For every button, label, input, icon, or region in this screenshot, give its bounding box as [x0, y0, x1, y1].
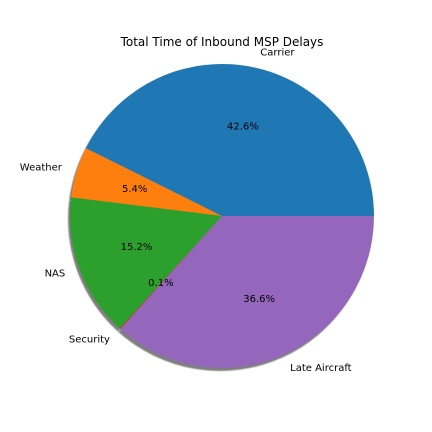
slice-label-security: Security — [69, 335, 110, 346]
pie-slices — [70, 64, 374, 368]
slice-label-late-aircraft: Late Aircraft — [290, 363, 352, 374]
slice-percent-security: 0.1% — [148, 278, 173, 289]
slice-label-nas: NAS — [45, 269, 66, 280]
slice-label-carrier: Carrier — [260, 48, 295, 59]
slice-percent-weather: 5.4% — [122, 184, 147, 195]
slice-label-weather: Weather — [20, 162, 63, 173]
slice-percent-carrier: 42.6% — [227, 122, 259, 133]
slice-percent-late-aircraft: 36.6% — [243, 294, 275, 305]
slice-percent-nas: 15.2% — [121, 242, 153, 253]
